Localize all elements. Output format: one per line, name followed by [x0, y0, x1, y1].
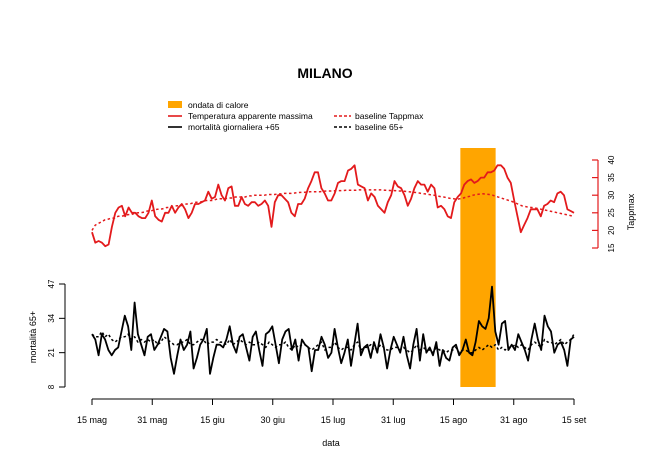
mortality-axis-label: mortalità 65+: [28, 311, 38, 363]
x-tick-label: 30 giu: [260, 415, 285, 425]
temp-tick-label: 30: [607, 190, 616, 199]
x-tick-label: 31 mag: [137, 415, 167, 425]
legend-mort-label: mortalità giornaliera +65: [188, 122, 280, 132]
chart-title: MILANO: [297, 65, 352, 81]
legend-temp-baseline-label: baseline Tappmax: [355, 111, 424, 121]
mortality-tick-label: 21: [47, 348, 56, 357]
mortality-tick-label: 47: [47, 279, 56, 288]
legend-temp-label: Temperatura apparente massima: [188, 111, 313, 121]
legend: ondata di calore Temperatura apparente m…: [168, 100, 424, 132]
temp-tick-label: 35: [607, 173, 616, 182]
x-tick-label: 15 set: [562, 415, 587, 425]
x-tick-label: 31 lug: [381, 415, 406, 425]
x-tick-label: 15 lug: [321, 415, 346, 425]
legend-heatwave-swatch: [168, 101, 182, 108]
mortality-observed-line: [91, 285, 575, 375]
x-tick-label: 31 ago: [500, 415, 528, 425]
x-tick-label: 15 mag: [77, 415, 107, 425]
x-axis-label: data: [322, 438, 340, 448]
legend-heatwave-label: ondata di calore: [188, 100, 249, 110]
temp-tick-label: 40: [607, 155, 616, 164]
mortality-layer: [91, 285, 575, 375]
temperature-layer: [91, 164, 575, 248]
temp-tick-label: 20: [607, 225, 616, 234]
mortality-tick-label: 8: [47, 384, 56, 389]
temp-tick-label: 15: [607, 243, 616, 252]
temp-observed-line: [91, 164, 575, 248]
temp-axis-label: Tappmax: [626, 193, 636, 230]
axes-layer: 15 mag 31 mag 15 giu 30 giu 15 lug 31 lug 15 a…: [47, 155, 616, 425]
heatwave-layer: [460, 148, 496, 387]
x-tick-label: 15 ago: [440, 415, 468, 425]
legend-mort-baseline-label: baseline 65+: [355, 122, 403, 132]
mortality-tick-label: 34: [47, 313, 56, 322]
heatwave-band: [460, 148, 496, 387]
temp-tick-label: 25: [607, 208, 616, 217]
x-tick-label: 15 giu: [200, 415, 225, 425]
